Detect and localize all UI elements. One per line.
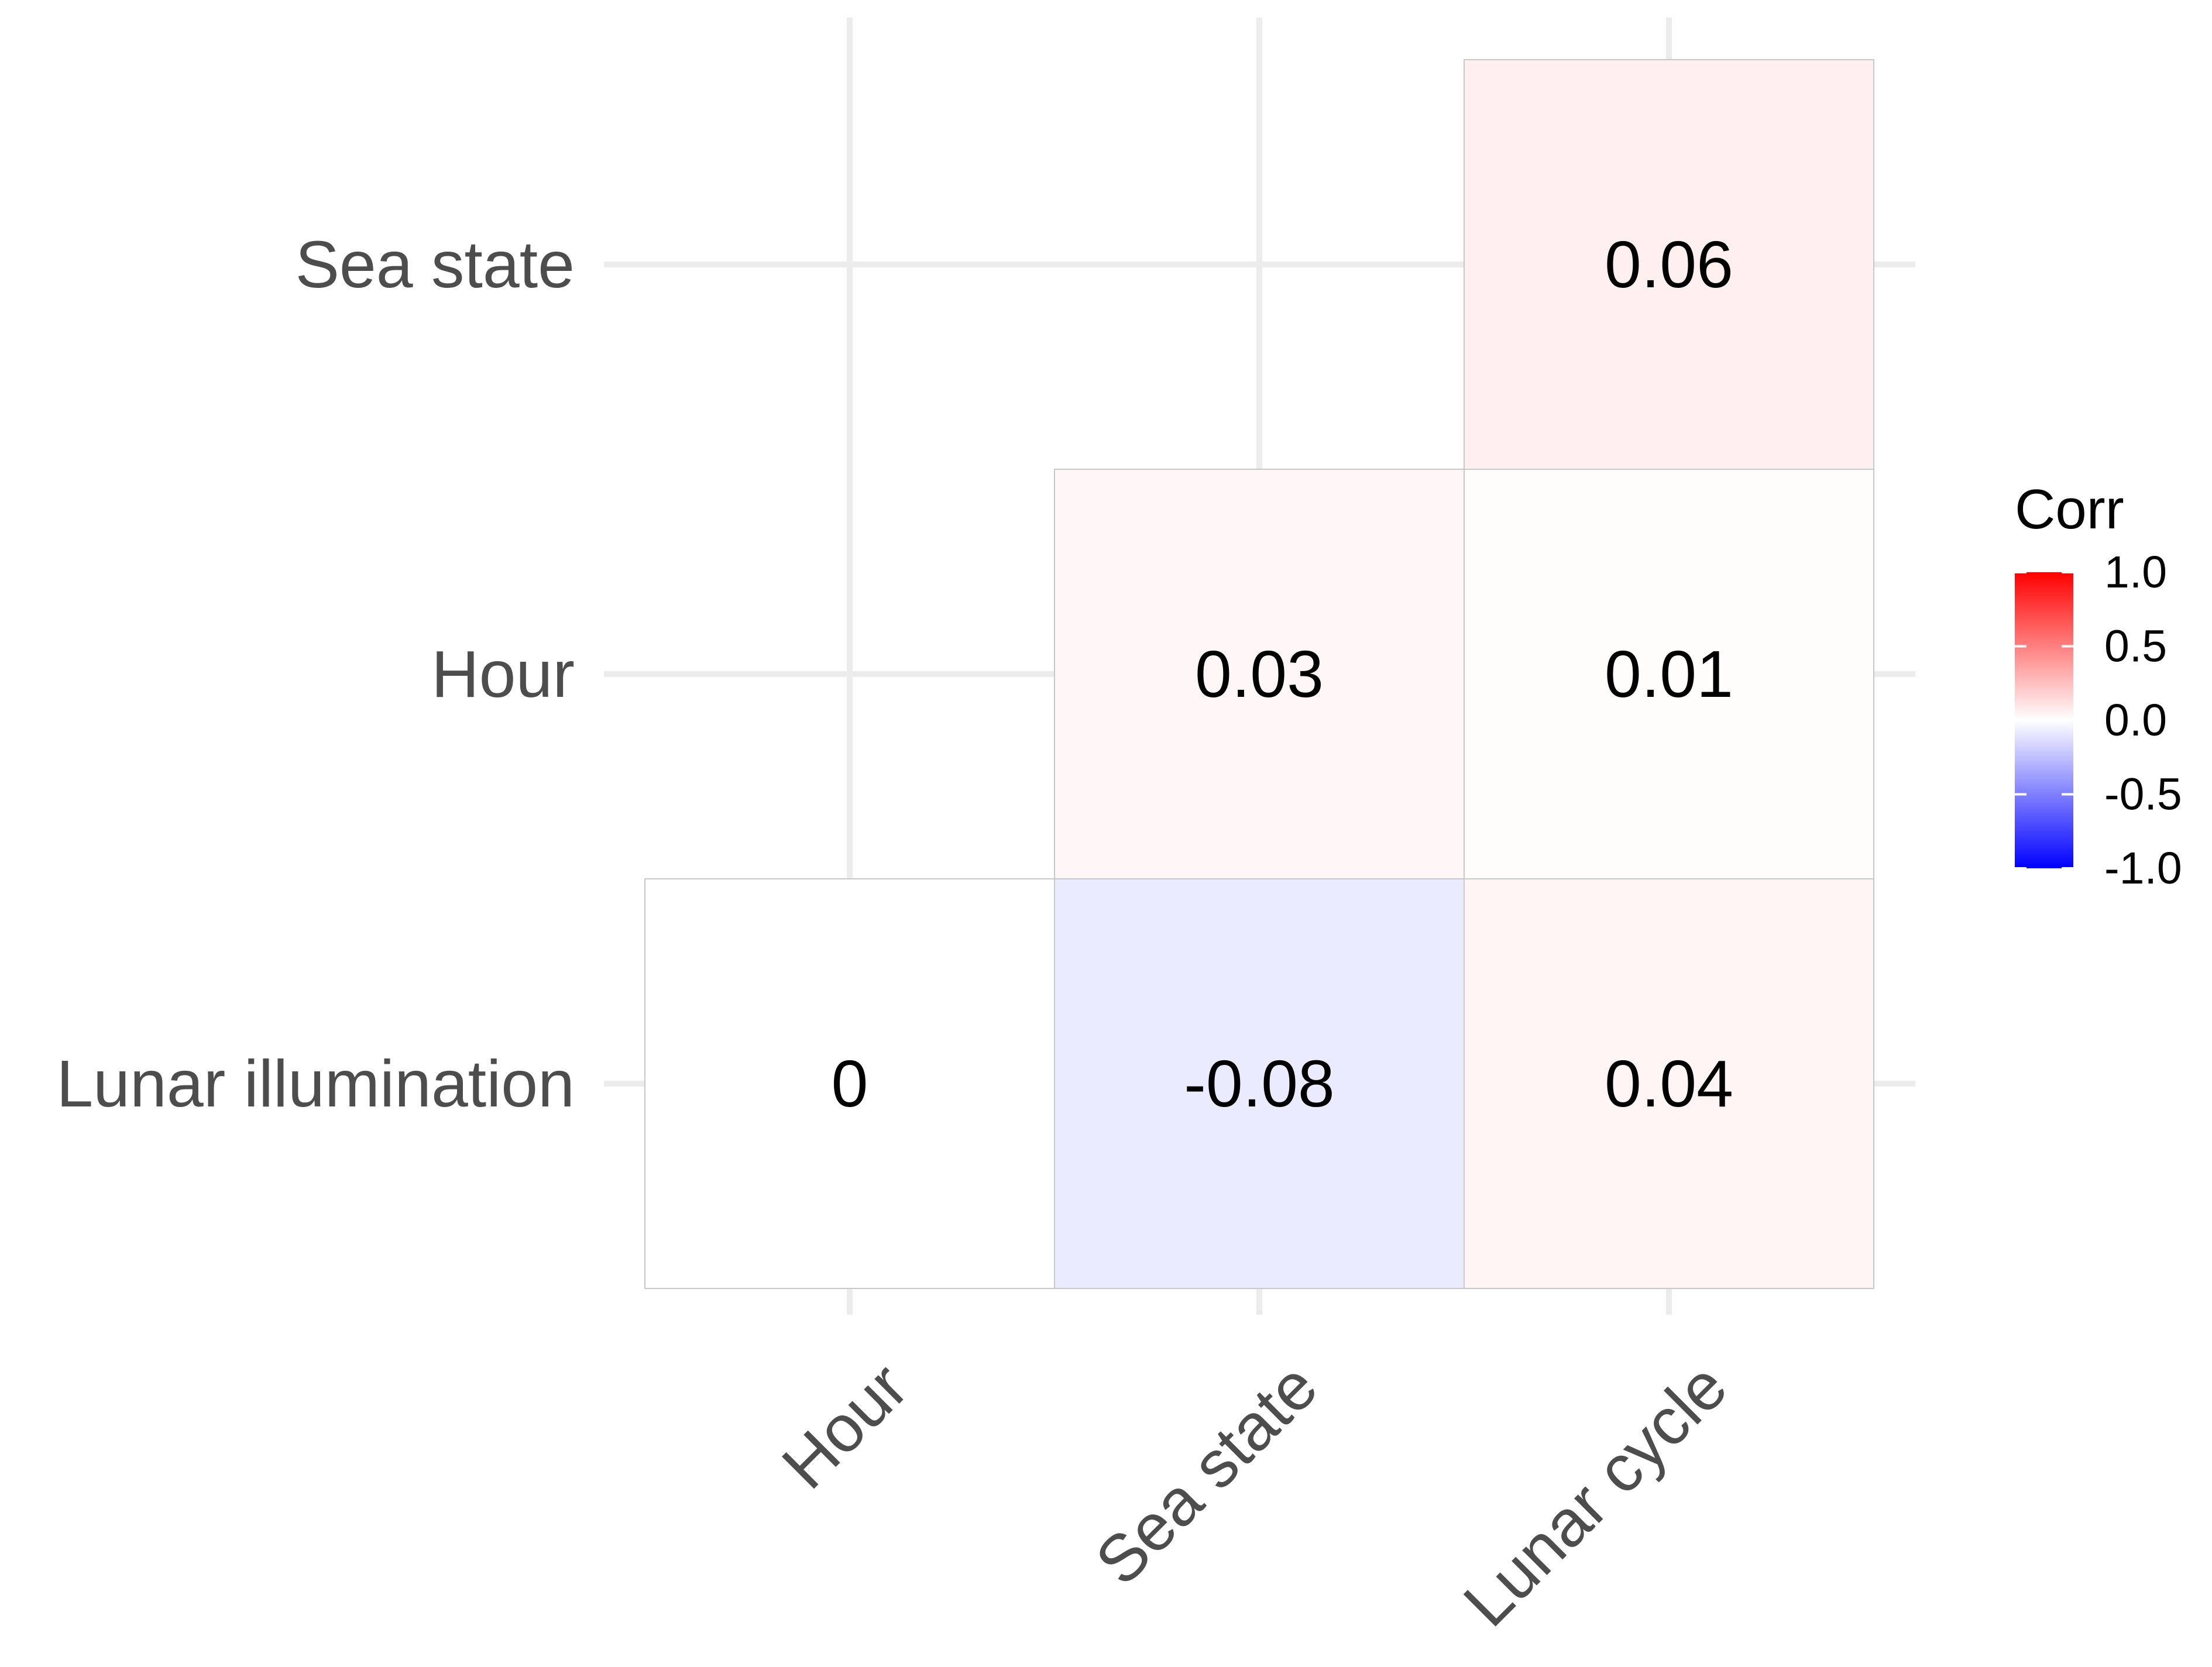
y-tick-label: Hour (431, 637, 575, 711)
y-tick-label: Lunar illumination (56, 1047, 575, 1121)
heatmap-cell (1464, 878, 1874, 1289)
cell-value-label: 0 (832, 1047, 868, 1121)
legend: Corr 1.0 0.5 0.0 -0.5 -1.0 (2015, 478, 2182, 893)
x-tick-label: Hour (768, 1349, 921, 1503)
x-tick-label: Sea state (1081, 1349, 1331, 1599)
heatmap-cell (1054, 878, 1465, 1289)
heatmap-cell (1464, 59, 1874, 470)
y-axis: Lunar illumination Hour Sea state (56, 228, 575, 1121)
x-axis: Hour Sea state Lunar cycle (768, 1349, 1740, 1641)
x-tick-label: Lunar cycle (1450, 1349, 1741, 1641)
legend-tick-label: -0.5 (2104, 769, 2182, 820)
legend-tick-label: -1.0 (2104, 843, 2182, 893)
heatmap-cell (1054, 469, 1465, 879)
legend-title: Corr (2015, 478, 2124, 541)
legend-tick-label: 1.0 (2104, 547, 2167, 597)
cell-value-label: 0.04 (1605, 1047, 1733, 1121)
heatmap-cells (644, 59, 1874, 1289)
cell-labels: 0 -0.08 0.04 0.03 0.01 0.06 (832, 228, 1733, 1121)
legend-ticks: 1.0 0.5 0.0 -0.5 -1.0 (2015, 547, 2182, 893)
y-tick-label: Sea state (296, 228, 575, 301)
cell-value-label: 0.03 (1195, 637, 1324, 711)
heatmap-cell (644, 878, 1055, 1289)
cell-value-label: -0.08 (1184, 1047, 1335, 1121)
legend-tick-label: 0.0 (2104, 695, 2167, 745)
heatmap-cell (1464, 469, 1874, 879)
cell-value-label: 0.01 (1605, 637, 1733, 711)
cell-value-label: 0.06 (1605, 228, 1733, 301)
legend-tick-label: 0.5 (2104, 621, 2167, 672)
